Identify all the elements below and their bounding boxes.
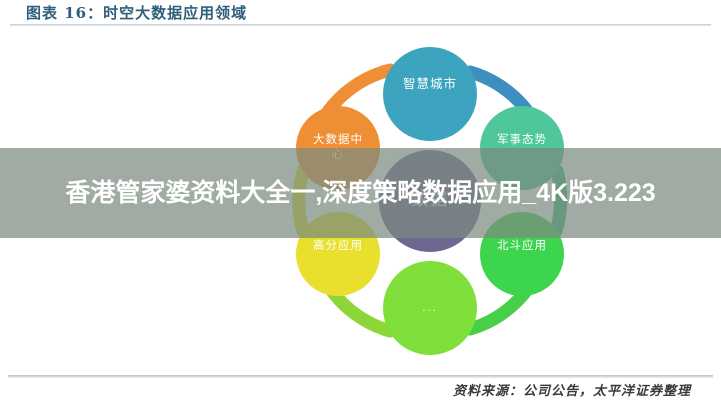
source-note: 资料来源：公司公告，太平洋证券整理 xyxy=(452,384,691,399)
node-smart-city[interactable] xyxy=(383,47,477,141)
page-title: 图表 16：时空大数据应用领域 xyxy=(26,4,248,22)
footer-divider xyxy=(8,375,713,378)
watermark-text: 香港管家婆资料大全一,深度策略数据应用_4K版3.223 xyxy=(65,179,656,207)
watermark-overlay: 香港管家婆资料大全一,深度策略数据应用_4K版3.223 xyxy=(0,148,721,238)
node-ellipsis[interactable] xyxy=(383,261,477,355)
title-divider xyxy=(10,24,711,26)
